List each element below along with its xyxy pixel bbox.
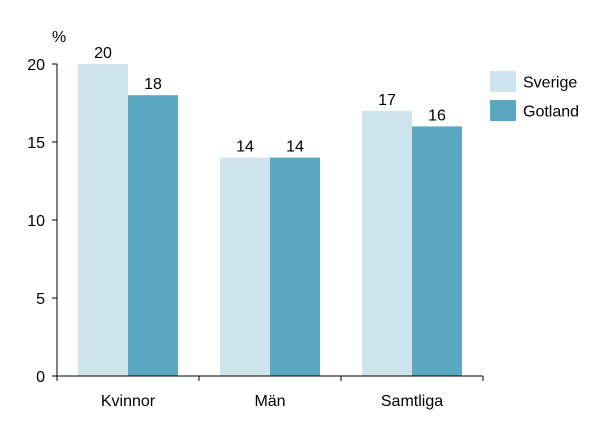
y-tick-label: 20 <box>27 57 45 74</box>
bar-sverige-1 <box>220 157 270 376</box>
bars <box>78 64 462 377</box>
bar-sverige-0 <box>78 64 128 376</box>
bar-gotland-0 <box>128 95 178 376</box>
data-label: 20 <box>94 45 112 62</box>
y-tick-label: 15 <box>27 135 45 152</box>
x-category-label: Samtliga <box>381 393 443 410</box>
data-label: 18 <box>144 76 162 93</box>
bar-sverige-2 <box>362 110 412 377</box>
y-tick-label: 5 <box>36 291 45 308</box>
data-label: 14 <box>236 139 254 156</box>
legend: Sverige Gotland <box>490 71 579 121</box>
y-unit-label: % <box>52 29 66 46</box>
x-axis-categories: Kvinnor Män Samtliga <box>101 393 443 410</box>
y-axis-ticks: 0 5 10 15 20 <box>27 57 57 386</box>
data-label: 16 <box>428 107 446 124</box>
axes <box>56 64 484 381</box>
x-category-label: Kvinnor <box>101 393 156 410</box>
y-tick-label: 0 <box>36 369 45 386</box>
legend-swatch-sverige <box>490 71 516 92</box>
legend-swatch-gotland <box>490 100 516 121</box>
data-label: 14 <box>286 139 304 156</box>
bar-gotland-2 <box>412 126 462 377</box>
bar-gotland-1 <box>270 157 320 376</box>
legend-label: Sverige <box>523 75 577 92</box>
data-label: 17 <box>378 92 396 109</box>
y-tick-label: 10 <box>27 213 45 230</box>
x-category-label: Män <box>254 393 285 410</box>
data-labels: 20 18 14 14 17 16 <box>94 45 446 156</box>
legend-label: Gotland <box>523 104 579 121</box>
